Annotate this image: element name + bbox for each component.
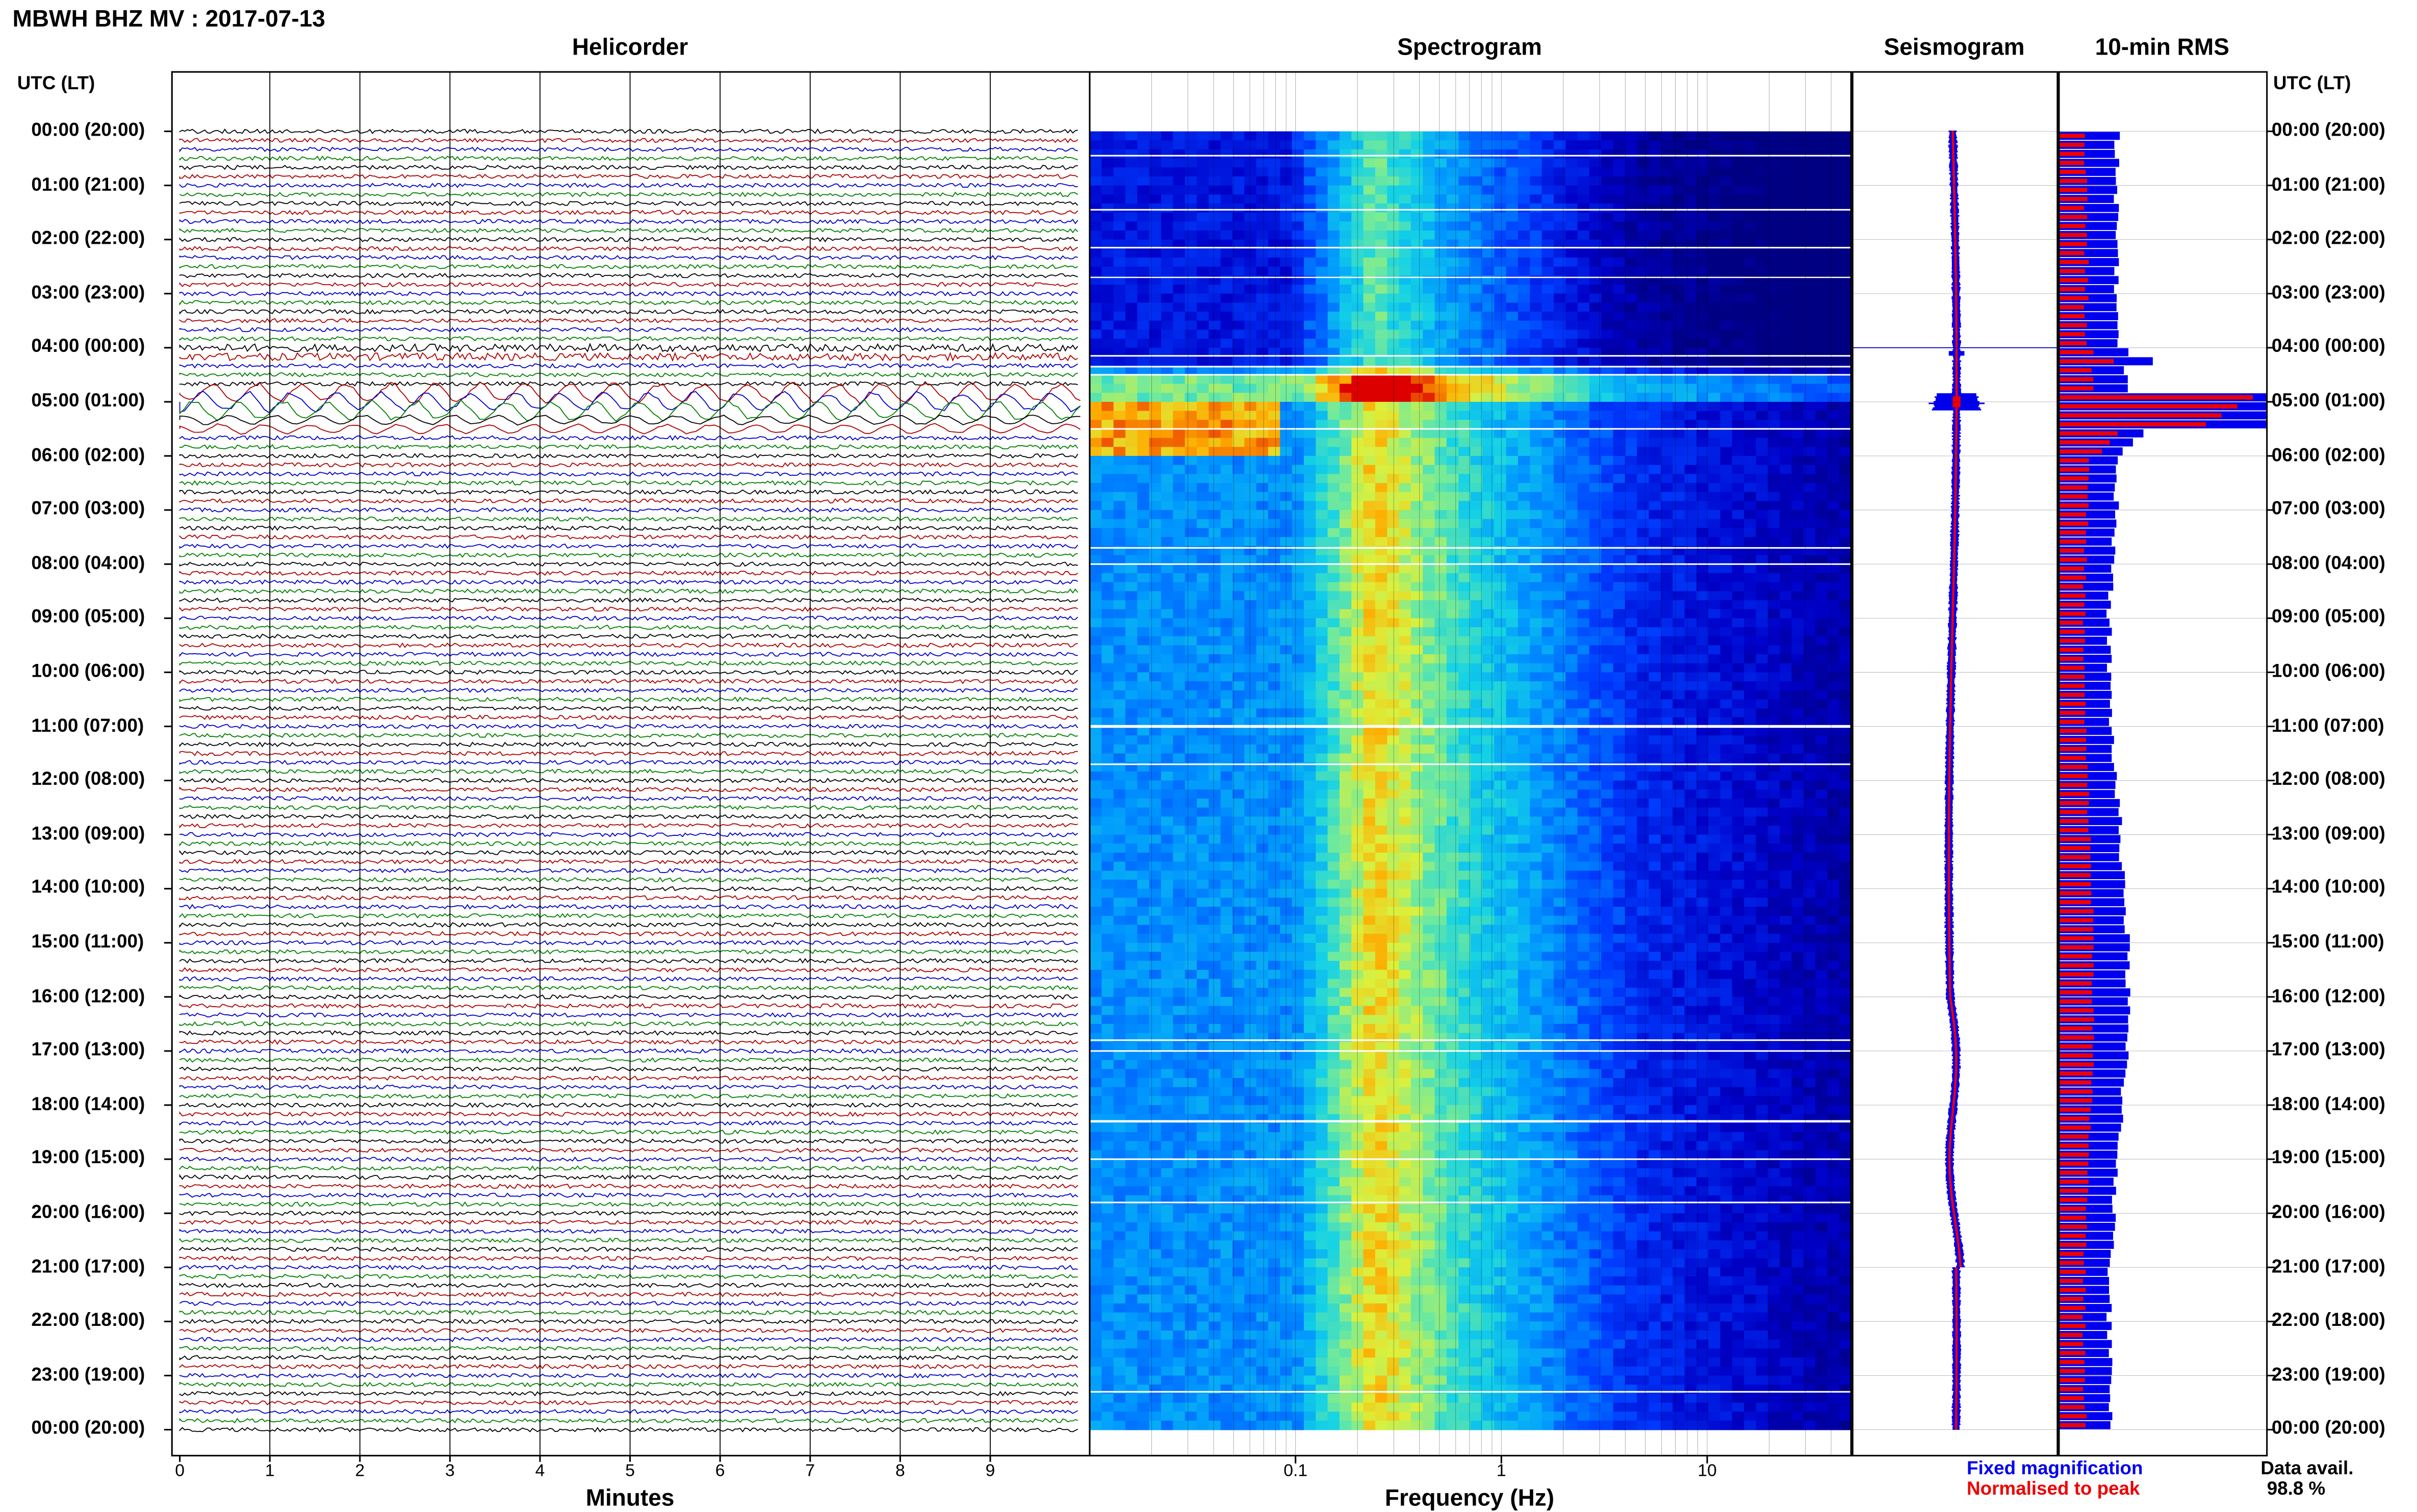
chart-title: MBWH BHZ MV : 2017-07-13 [13, 6, 325, 33]
seismogram-title: Seismogram [1884, 34, 2024, 61]
left-time-label: 03:00 (23:00) [31, 281, 145, 303]
data-availability-value: 98.8 % [2267, 1477, 2326, 1499]
right-time-label: 08:00 (04:00) [2272, 552, 2385, 574]
left-time-label: 14:00 (10:00) [31, 876, 145, 898]
left-time-label: 15:00 (11:00) [31, 930, 144, 952]
spectrogram-title: Spectrogram [1397, 34, 1542, 61]
left-time-label: 00:00 (20:00) [31, 119, 145, 141]
legend-fixed-magnification: Fixed magnification [1967, 1457, 2143, 1479]
left-time-label: 13:00 (09:00) [31, 822, 145, 844]
left-time-label: 08:00 (04:00) [31, 552, 145, 574]
left-time-label: 19:00 (15:00) [31, 1147, 145, 1169]
left-time-label: 18:00 (14:00) [31, 1093, 145, 1115]
helicorder-xtick-label: 5 [625, 1462, 635, 1481]
spectrogram-x-label: Frequency (Hz) [1385, 1485, 1554, 1512]
helicorder-xtick-label: 0 [175, 1462, 185, 1481]
right-time-label: 13:00 (09:00) [2272, 822, 2385, 844]
legend-normalised-to-peak: Normalised to peak [1967, 1477, 2140, 1499]
right-time-label: 19:00 (15:00) [2272, 1147, 2385, 1169]
left-time-label: 11:00 (07:00) [31, 714, 144, 736]
right-time-label: 01:00 (21:00) [2272, 173, 2385, 195]
right-time-label: 05:00 (01:00) [2272, 389, 2385, 411]
left-time-label: 07:00 (03:00) [31, 498, 145, 520]
helicorder-xtick-label: 6 [715, 1462, 725, 1481]
left-time-label: 12:00 (08:00) [31, 768, 145, 790]
helicorder-xtick-label: 2 [355, 1462, 365, 1481]
left-time-label: 21:00 (17:00) [31, 1255, 145, 1277]
left-time-label: 01:00 (21:00) [31, 173, 145, 195]
left-time-label: 22:00 (18:00) [31, 1309, 145, 1331]
right-time-label: 09:00 (05:00) [2272, 606, 2385, 628]
right-time-label: 12:00 (08:00) [2272, 768, 2385, 790]
right-time-label: 15:00 (11:00) [2272, 930, 2384, 952]
right-time-label: 17:00 (13:00) [2272, 1038, 2385, 1060]
right-time-label: 00:00 (20:00) [2272, 119, 2385, 141]
left-time-label: 20:00 (16:00) [31, 1201, 145, 1223]
right-time-label: 06:00 (02:00) [2272, 443, 2385, 465]
helicorder-xtick-label: 7 [805, 1462, 815, 1481]
right-time-label: 03:00 (23:00) [2272, 281, 2385, 303]
right-time-label: 23:00 (19:00) [2272, 1363, 2385, 1385]
left-time-label: 06:00 (02:00) [31, 443, 145, 465]
data-availability-label: Data avail. [2260, 1457, 2353, 1479]
spectrogram-xtick-label: 0.1 [1283, 1462, 1307, 1481]
right-time-label: 22:00 (18:00) [2272, 1309, 2385, 1331]
spectrogram-image [1090, 132, 1852, 1430]
left-time-label: 17:00 (13:00) [31, 1038, 145, 1060]
helicorder-xtick-label: 1 [265, 1462, 275, 1481]
helicorder-xtick-label: 4 [535, 1462, 545, 1481]
spectrogram-xtick-label: 1 [1497, 1462, 1506, 1481]
helicorder-xtick-label: 8 [895, 1462, 905, 1481]
right-time-label: 07:00 (03:00) [2272, 498, 2385, 520]
right-time-label: 18:00 (14:00) [2272, 1093, 2385, 1115]
helicorder-title: Helicorder [572, 34, 688, 61]
left-time-label: 09:00 (05:00) [31, 606, 145, 628]
right-time-label: 16:00 (12:00) [2272, 984, 2385, 1006]
left-time-label: 04:00 (00:00) [31, 335, 145, 357]
helicorder-xtick-label: 9 [986, 1462, 995, 1481]
right-time-label: 00:00 (20:00) [2272, 1417, 2385, 1439]
right-time-label: 21:00 (17:00) [2272, 1255, 2385, 1277]
left-time-label: 02:00 (22:00) [31, 227, 145, 249]
left-axis-header: UTC (LT) [17, 72, 95, 94]
right-time-label: 20:00 (16:00) [2272, 1201, 2385, 1223]
right-axis-header: UTC (LT) [2273, 72, 2351, 94]
left-time-label: 00:00 (20:00) [31, 1417, 145, 1439]
helicorder-xtick-label: 3 [445, 1462, 455, 1481]
right-time-label: 11:00 (07:00) [2272, 714, 2384, 736]
spectrogram-xtick-label: 10 [1698, 1462, 1717, 1481]
right-time-label: 10:00 (06:00) [2272, 660, 2385, 682]
seismogram-panel [1853, 132, 2058, 1429]
right-time-label: 04:00 (00:00) [2272, 335, 2385, 357]
left-time-label: 05:00 (01:00) [31, 389, 145, 411]
helicorder-x-label: Minutes [586, 1485, 675, 1512]
right-time-label: 02:00 (22:00) [2272, 227, 2385, 249]
left-time-label: 10:00 (06:00) [31, 660, 145, 682]
left-time-label: 16:00 (12:00) [31, 984, 145, 1006]
right-time-label: 14:00 (10:00) [2272, 876, 2385, 898]
rms-title: 10-min RMS [2095, 34, 2229, 61]
left-time-label: 23:00 (19:00) [31, 1363, 145, 1385]
